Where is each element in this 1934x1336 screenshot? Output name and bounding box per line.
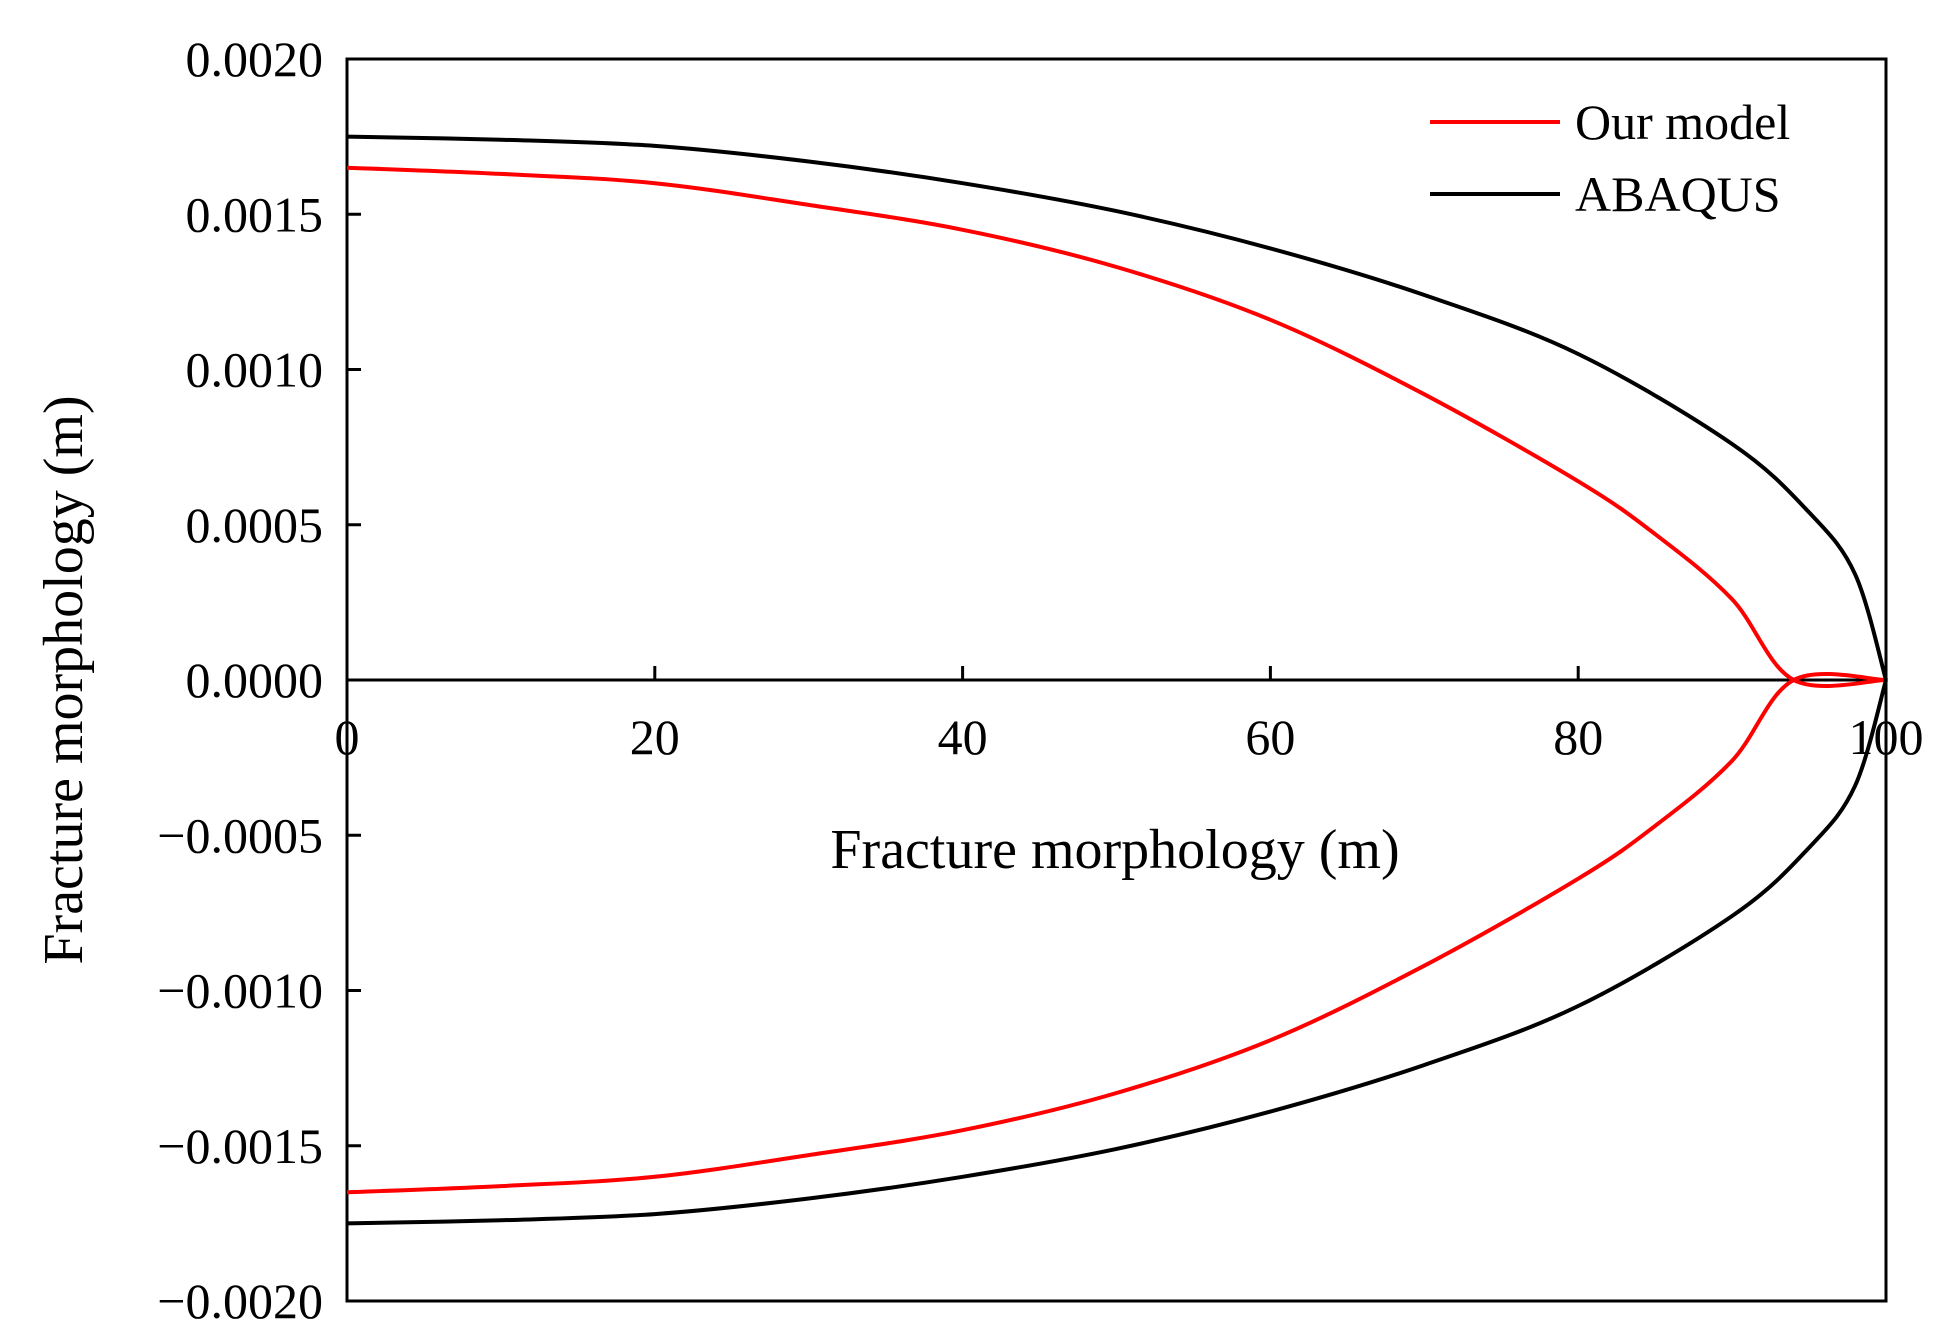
- series-line-abaqus-upper: [346, 134, 1888, 681]
- x-axis-title: Fracture morphology (m): [830, 819, 1399, 881]
- y-tick-label: 0.0015: [186, 186, 324, 242]
- y-tick-label: −0.0010: [157, 963, 323, 1019]
- x-axis-ticks: 0 20 40 60 80 100: [335, 666, 1924, 765]
- series-line-abaqus-lower: [346, 679, 1888, 1226]
- y-axis-title: Fracture morphology (m): [33, 395, 95, 964]
- y-tick-label: −0.0020: [157, 1273, 323, 1329]
- y-tick-label: −0.0015: [157, 1118, 323, 1174]
- legend: Our model ABAQUS: [1430, 94, 1790, 222]
- series-layer: [346, 134, 1888, 1226]
- y-tick-label: 0.0010: [186, 342, 324, 398]
- series-line-our-model-lower: [346, 672, 1887, 1195]
- y-tick-label: 0.0005: [186, 497, 324, 553]
- x-tick-label: 100: [1849, 709, 1924, 765]
- x-tick-label: 40: [938, 709, 988, 765]
- y-tick-label: 0.0020: [186, 31, 324, 87]
- legend-label-abaqus: ABAQUS: [1575, 166, 1781, 222]
- x-tick-label: 60: [1245, 709, 1295, 765]
- legend-label-our-model: Our model: [1575, 94, 1790, 150]
- x-tick-label: 0: [335, 709, 360, 765]
- y-axis-ticks: −0.0020 −0.0015 −0.0010 −0.0005 0.0000 0.0005…: [157, 31, 361, 1329]
- y-tick-label: −0.0005: [157, 807, 323, 863]
- series-line-our-model-upper: [346, 165, 1887, 688]
- x-tick-label: 80: [1553, 709, 1603, 765]
- y-tick-label: 0.0000: [186, 652, 324, 708]
- x-tick-label: 20: [630, 709, 680, 765]
